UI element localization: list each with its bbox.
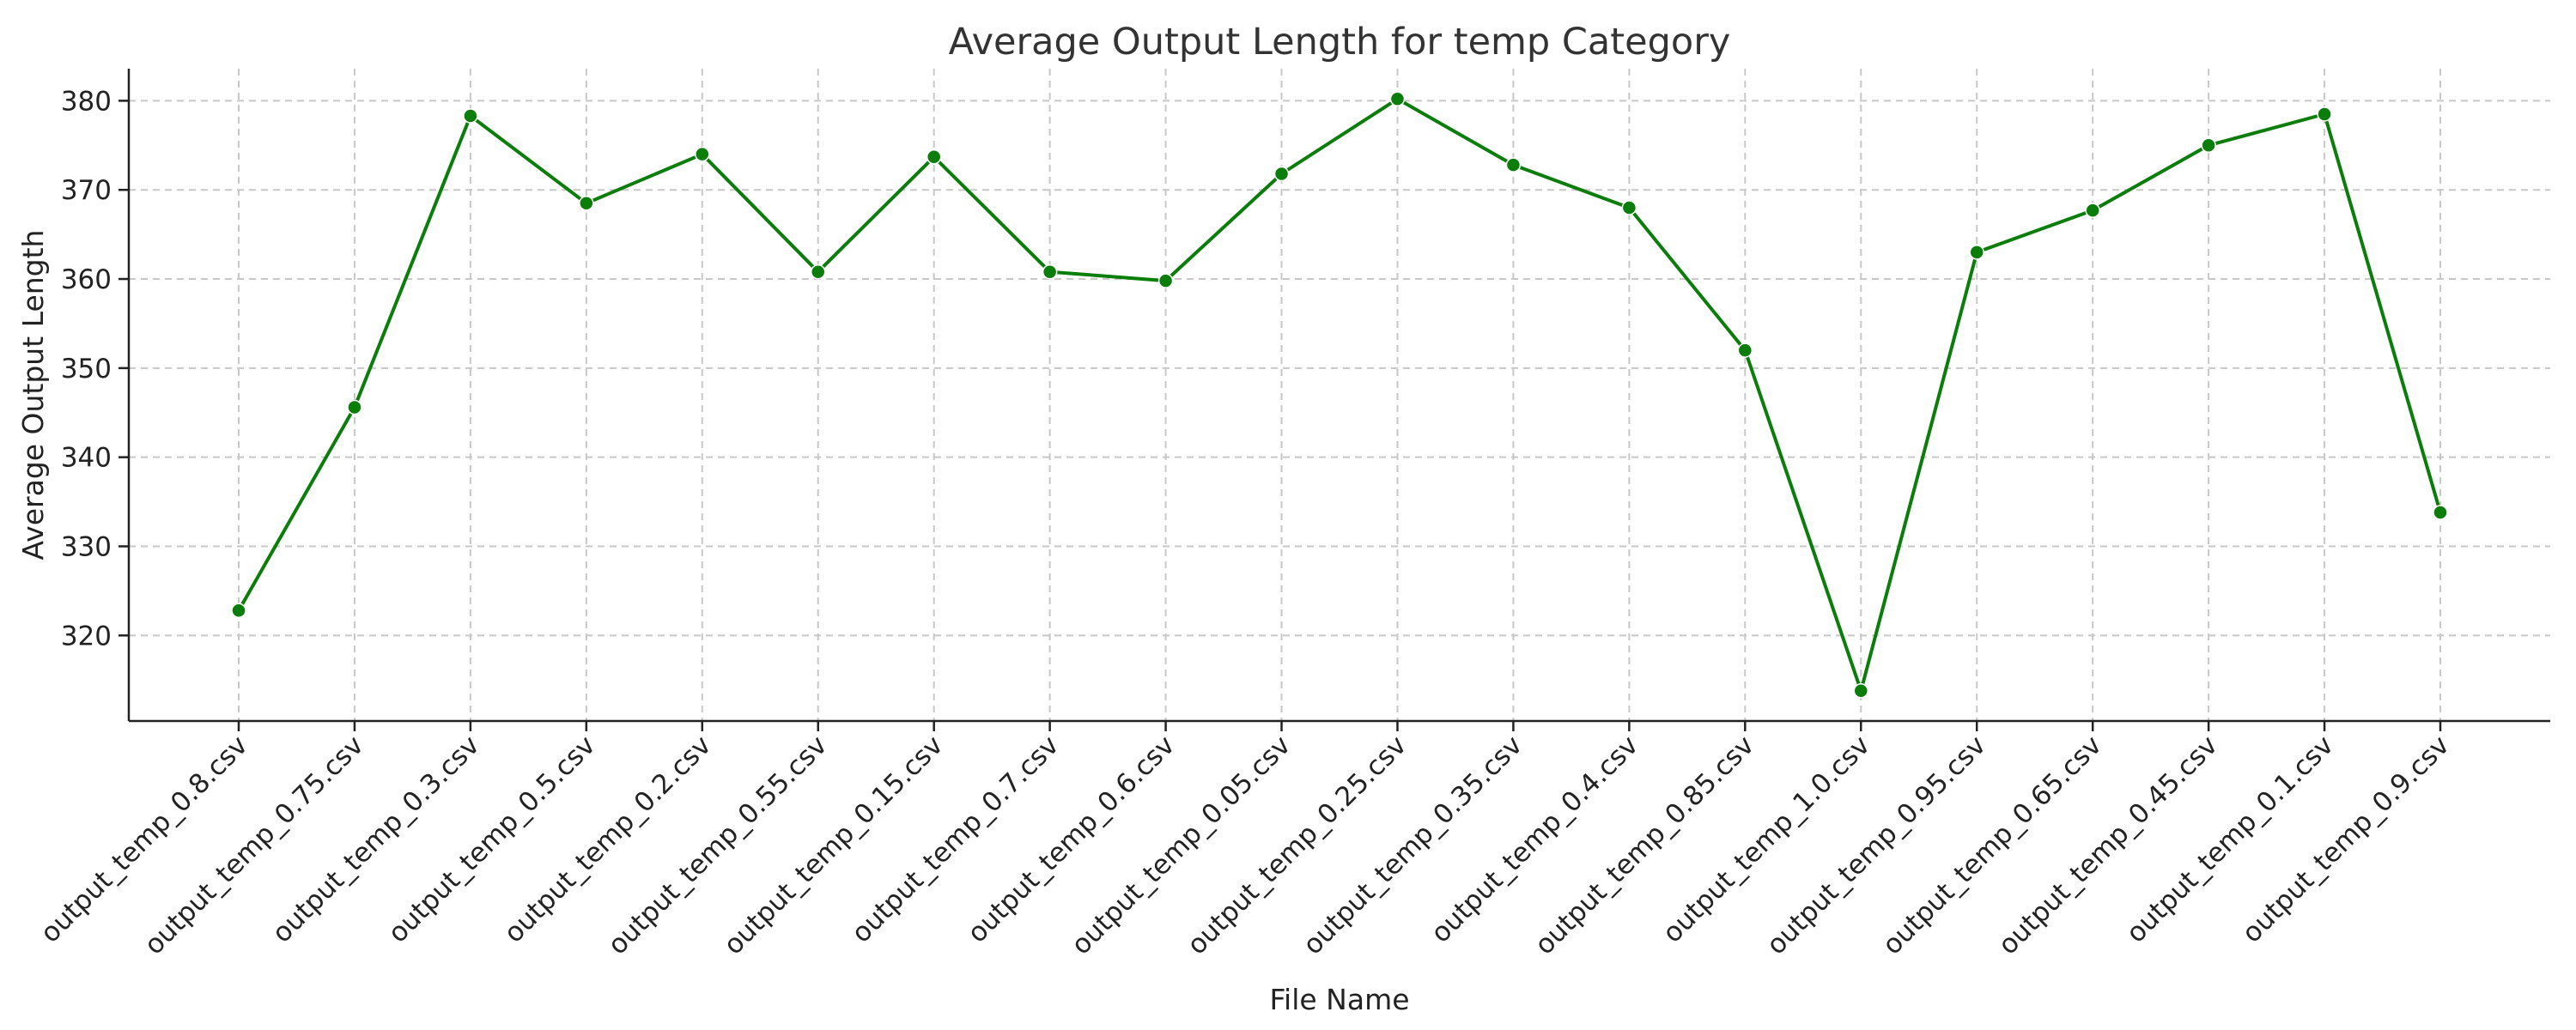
data-point [1273, 166, 1290, 182]
axes [127, 69, 2550, 723]
data-point [1505, 157, 1522, 173]
x-tick-label: output_temp_0.7.csv [846, 730, 1065, 948]
x-tick-label: output_temp_0.95.csv [1761, 730, 1992, 960]
data-point [926, 149, 942, 165]
x-tick-label: output_temp_0.8.csv [34, 730, 253, 948]
x-tick-label: output_temp_0.25.csv [1182, 730, 1413, 960]
y-tick-label: 320 [61, 621, 112, 651]
x-tick-label: output_temp_0.15.csv [718, 730, 949, 960]
y-tick-label: 330 [61, 532, 112, 563]
x-tick-label: output_temp_0.75.csv [138, 730, 369, 960]
data-point [231, 603, 246, 619]
x-tick-label: output_temp_0.45.csv [1993, 730, 2224, 960]
x-tick-label: output_temp_0.05.csv [1066, 730, 1297, 960]
data-point [347, 399, 362, 415]
y-tick-label: 350 [61, 354, 112, 385]
x-axis-title: File Name [1269, 983, 1409, 1016]
x-tick-label: output_temp_0.1.csv [2120, 730, 2339, 948]
data-point [2201, 137, 2216, 154]
data-point [1621, 200, 1637, 215]
x-tick-label: output_temp_0.2.csv [498, 730, 717, 948]
data-point [2317, 106, 2332, 122]
grid [129, 69, 2550, 721]
data-point [1157, 273, 1174, 288]
x-tick-label: output_temp_0.55.csv [602, 730, 833, 960]
x-tick-label: output_temp_0.4.csv [1425, 730, 1644, 948]
y-tick-label: 380 [61, 86, 112, 117]
data-point [1389, 91, 1406, 107]
x-tick-label: output_temp_0.65.csv [1877, 730, 2108, 960]
data-point [810, 264, 826, 280]
data-point [695, 146, 710, 162]
chart-title: Average Output Length for temp Category [949, 21, 1731, 64]
x-tick-label: output_temp_0.6.csv [962, 730, 1181, 948]
x-tick-label: output_temp_0.3.csv [266, 730, 485, 948]
x-tick-label: output_temp_0.35.csv [1297, 730, 1528, 960]
x-tick-label: output_temp_0.85.csv [1529, 730, 1760, 960]
x-tick-label: output_temp_0.9.csv [2236, 730, 2455, 948]
y-tick-label: 340 [61, 443, 112, 474]
data-point [2085, 203, 2100, 218]
data-point [1853, 682, 1869, 699]
x-tick-label: output_temp_1.0.csv [1657, 730, 1876, 948]
data-point [2433, 505, 2448, 520]
y-tick-label: 360 [61, 264, 112, 295]
data-point [1969, 245, 1984, 260]
data-point [463, 108, 478, 124]
series [231, 91, 2448, 699]
data-point [1042, 264, 1058, 280]
x-tick-label: output_temp_0.5.csv [382, 730, 601, 948]
data-point [1737, 342, 1753, 358]
data-point [579, 196, 594, 211]
y-axis-title: Average Output Length [16, 230, 50, 560]
y-tick-label: 370 [61, 175, 112, 206]
series-line [237, 97, 2442, 693]
